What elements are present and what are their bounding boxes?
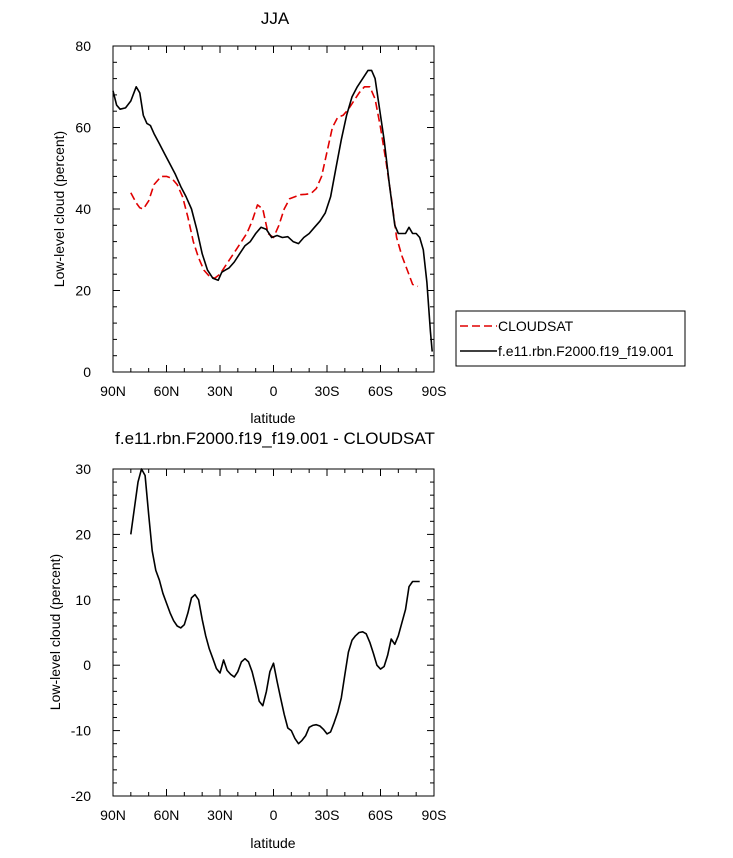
y-tick-label: 20: [75, 526, 91, 542]
y-tick-label: -10: [71, 723, 91, 739]
x-tick-label: 30N: [207, 807, 233, 823]
legend-label-model: f.e11.rbn.F2000.f19_f19.001: [498, 343, 674, 359]
chart-title: JJA: [261, 9, 290, 28]
x-tick-label: 60N: [154, 383, 180, 399]
plot-frame: [112, 45, 435, 373]
y-tick-label: 60: [75, 120, 91, 136]
y-tick-label: 80: [75, 38, 91, 54]
x-tick-label: 30N: [207, 383, 233, 399]
y-axis-label: Low-level cloud (percent): [51, 131, 67, 287]
difference-panel: f.e11.rbn.F2000.f19_f19.001 - CLOUDSAT 9…: [47, 429, 446, 851]
axis-ticks: 90N 60N 30N 0 30S 60S 90S 0 20 40 60 80: [75, 38, 446, 399]
legend-label-cloudsat: CLOUDSAT: [498, 318, 574, 334]
cloudsat-series-line: [130, 86, 419, 288]
x-tick-label: 60N: [154, 807, 180, 823]
x-tick-label: 90N: [100, 383, 126, 399]
y-axis-label: Low-level cloud (percent): [47, 554, 63, 710]
y-tick-label: 40: [75, 201, 91, 217]
x-tick-label: 90N: [100, 807, 126, 823]
chart-title: f.e11.rbn.F2000.f19_f19.001 - CLOUDSAT: [115, 429, 435, 448]
legend-box: [455, 310, 686, 367]
plot-frame: [112, 468, 435, 797]
legend: CLOUDSAT f.e11.rbn.F2000.f19_f19.001: [455, 310, 686, 367]
x-tick-label: 0: [270, 807, 278, 823]
series-lines: [112, 69, 433, 352]
x-axis-label: latitude: [250, 410, 295, 426]
x-tick-label: 90S: [422, 807, 447, 823]
y-tick-label: 20: [75, 283, 91, 299]
y-tick-label: 10: [75, 592, 91, 608]
x-tick-label: 30S: [315, 807, 340, 823]
x-tick-label: 30S: [315, 383, 340, 399]
y-tick-label: 30: [75, 461, 91, 477]
x-tick-label: 60S: [368, 383, 393, 399]
series-lines: [130, 468, 420, 745]
model-series-line: [112, 69, 433, 352]
x-tick-label: 90S: [422, 383, 447, 399]
x-tick-label: 60S: [368, 807, 393, 823]
y-tick-label: -20: [71, 788, 91, 804]
difference-series-line: [130, 468, 420, 745]
x-tick-label: 0: [270, 383, 278, 399]
y-tick-label: 0: [83, 364, 91, 380]
x-axis-label: latitude: [250, 835, 295, 851]
axis-ticks: 90N 60N 30N 0 30S 60S 90S -20 -10 0 10 20 30: [71, 461, 447, 823]
y-tick-label: 0: [83, 657, 91, 673]
climatology-panel: JJA 90N 60N 30N 0 30S 60S 90S 0 20 40 60 80 latitud…: [51, 9, 446, 426]
